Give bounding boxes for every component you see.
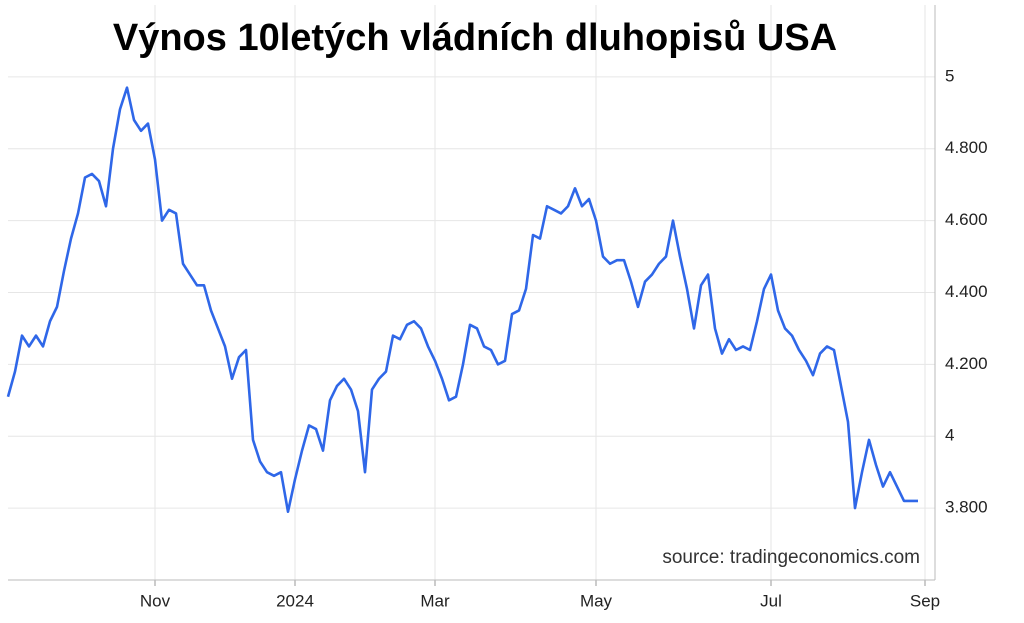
y-tick-label: 5 (945, 66, 954, 85)
x-tick-label: Nov (140, 591, 171, 610)
source-note: source: tradingeconomics.com (662, 547, 920, 568)
x-tick-label: May (580, 591, 613, 610)
x-tick-label: Mar (420, 591, 450, 610)
x-tick-label: Sep (910, 591, 940, 610)
y-tick-label: 4.400 (945, 282, 988, 301)
chart-title: Výnos 10letých vládních dluhopisů USA (113, 17, 837, 59)
y-tick-label: 3.800 (945, 498, 988, 517)
y-tick-label: 4.800 (945, 138, 988, 157)
x-tick-label: Jul (760, 591, 782, 610)
y-tick-label: 4.600 (945, 210, 988, 229)
y-tick-label: 4 (945, 426, 954, 445)
x-tick-label: 2024 (276, 591, 314, 610)
y-tick-label: 4.200 (945, 354, 988, 373)
data-line (6, 86, 918, 514)
